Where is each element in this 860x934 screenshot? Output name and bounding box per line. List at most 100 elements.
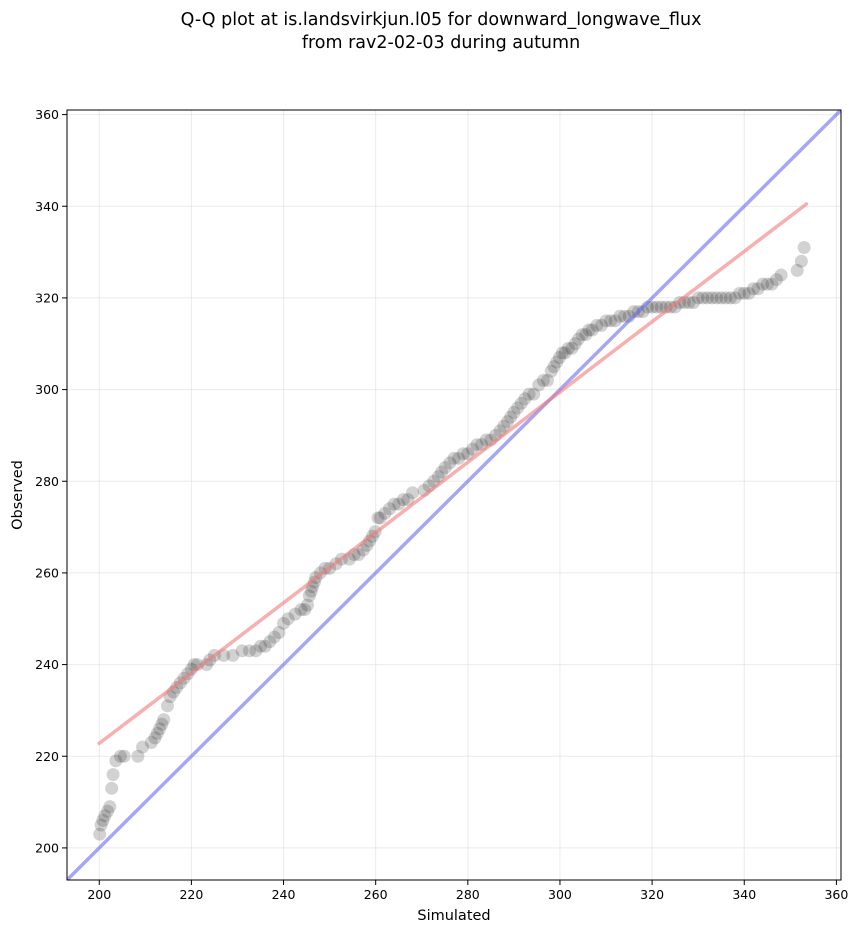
qq-point <box>585 323 599 337</box>
qq-point <box>687 296 701 309</box>
qq-point <box>682 296 696 309</box>
qq-point <box>723 291 737 305</box>
qq-point <box>373 511 387 525</box>
qq-point <box>150 726 164 740</box>
y-tick-label: 320 <box>35 290 59 305</box>
qq-point <box>461 447 475 461</box>
qq-point <box>594 318 608 332</box>
qq-point <box>604 314 618 328</box>
qq-point <box>760 277 774 291</box>
x-axis-ticks: 200 220 240 260 280 300 320 340 360 <box>87 880 848 902</box>
qq-point <box>263 635 277 649</box>
qq-point <box>555 346 569 360</box>
qq-point <box>550 355 564 369</box>
qq-point <box>106 768 120 782</box>
qq-point <box>742 286 756 300</box>
qq-point <box>650 300 664 314</box>
qq-point <box>94 818 108 832</box>
qq-point <box>144 736 158 749</box>
qq-point <box>696 291 710 305</box>
qq-point <box>298 603 312 617</box>
qq-point <box>356 543 370 557</box>
qq-point <box>249 644 263 658</box>
qq-point <box>479 433 493 447</box>
qq-point <box>645 300 659 314</box>
qq-point <box>148 731 162 745</box>
qq-point <box>705 291 719 305</box>
qq-point <box>774 268 788 282</box>
qq-point <box>590 318 604 332</box>
qq-point <box>737 286 751 300</box>
qq-point <box>101 804 115 818</box>
qq-point <box>532 378 546 392</box>
qq-point <box>700 291 714 305</box>
y-tick-label: 300 <box>35 382 59 397</box>
x-tick-label: 240 <box>272 887 296 902</box>
qq-point <box>465 442 479 456</box>
qq-point <box>226 648 240 662</box>
qq-point <box>536 373 550 387</box>
qq-point <box>272 626 286 639</box>
qq-point <box>527 387 541 401</box>
reference-lines <box>67 110 841 880</box>
x-tick-label: 360 <box>824 887 848 902</box>
x-tick-label: 300 <box>548 887 572 902</box>
qq-point <box>258 639 272 653</box>
qq-point <box>157 713 171 727</box>
qq-point <box>470 438 484 452</box>
qq-point <box>733 286 747 300</box>
qq-point <box>571 332 585 346</box>
qq-point <box>452 451 466 465</box>
qq-point <box>613 309 627 323</box>
qq-point <box>504 410 518 424</box>
qq-point <box>378 506 392 520</box>
qq-point <box>710 291 724 305</box>
qq-point <box>511 401 525 415</box>
qq-point <box>371 511 385 525</box>
qq-point <box>155 717 169 731</box>
qq-point <box>617 309 631 323</box>
qq-point <box>352 548 366 562</box>
qq-point <box>794 254 808 268</box>
qq-point <box>288 607 302 621</box>
qq-point <box>751 282 765 296</box>
qq-point <box>438 461 452 474</box>
y-tick-label: 280 <box>35 474 59 489</box>
qq-point <box>113 749 127 763</box>
qq-point <box>746 282 760 296</box>
qq-point <box>109 754 123 768</box>
qq-point <box>136 740 150 754</box>
y-tick-label: 220 <box>35 749 59 764</box>
x-tick-label: 220 <box>179 887 203 902</box>
qq-point <box>561 341 575 355</box>
qq-point <box>565 341 579 355</box>
qq-point <box>456 447 470 461</box>
qq-point <box>93 827 107 841</box>
qq-point <box>599 314 613 328</box>
y-tick-label: 360 <box>35 107 59 122</box>
qq-point <box>267 630 281 644</box>
qq-point <box>497 419 511 433</box>
qq-point <box>103 800 117 814</box>
qq-point <box>431 470 445 484</box>
y-tick-label: 340 <box>35 199 59 214</box>
qq-point <box>304 584 318 598</box>
qq-point <box>507 406 521 419</box>
qq-point <box>719 291 733 305</box>
qq-point <box>579 328 593 342</box>
qq-point <box>756 277 770 291</box>
qq-point <box>406 486 420 500</box>
y-axis-label: Observed <box>10 460 26 530</box>
x-tick-label: 200 <box>87 887 111 902</box>
qq-point <box>392 497 406 511</box>
qq-point <box>387 497 401 511</box>
qq-point <box>396 493 410 507</box>
qq-point <box>582 323 596 337</box>
identity-line <box>67 110 841 880</box>
qq-point <box>254 639 267 653</box>
scatter-points <box>93 241 811 841</box>
y-tick-label: 200 <box>35 840 59 855</box>
qq-point <box>522 387 536 401</box>
y-axis-ticks: 200 220 240 260 280 300 320 340 360 <box>35 107 67 855</box>
